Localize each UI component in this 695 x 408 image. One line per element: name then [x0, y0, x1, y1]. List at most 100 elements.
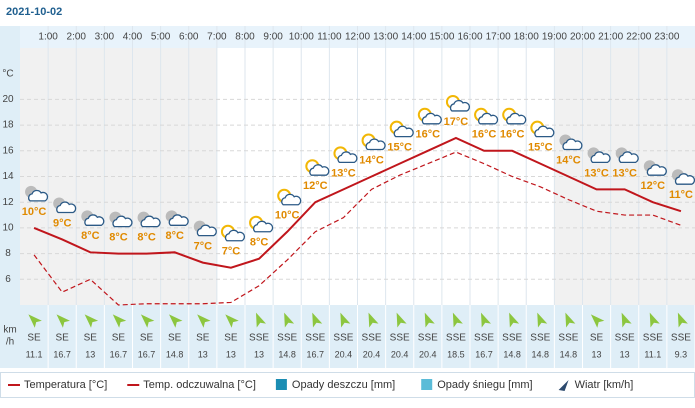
wind-arrow — [424, 312, 435, 328]
wind-direction: SSE — [615, 333, 635, 344]
wind-speed: 16.7 — [475, 349, 493, 359]
cloud — [506, 112, 527, 125]
hour-label: 16:00 — [457, 32, 482, 43]
hour-label: 4:00 — [123, 32, 143, 43]
wind-direction: SE — [27, 333, 41, 344]
wind-speed: 13 — [226, 349, 236, 359]
wind-arrow — [621, 312, 632, 328]
weather-icon — [277, 188, 302, 206]
wind-direction: SSE — [390, 333, 410, 344]
wind-arrow — [452, 312, 463, 328]
wind-speed: 14.8 — [503, 349, 521, 359]
legend-label: Temperatura [°C] — [24, 379, 107, 391]
wind-arrow — [28, 314, 42, 328]
wind-speed: 11.1 — [26, 349, 43, 359]
y-axis-label: °C — [2, 69, 13, 80]
temp-line — [33, 136, 682, 269]
hour-label: 11:00 — [317, 32, 342, 43]
temp-label: 13°C — [584, 167, 609, 179]
weather-icon — [361, 133, 386, 151]
cloud — [590, 151, 611, 163]
weather-icon — [220, 224, 246, 242]
hour-label: 18:00 — [514, 32, 539, 43]
weather-icon — [165, 210, 189, 226]
y-tick-label: 6 — [5, 274, 11, 285]
cloud — [562, 138, 583, 151]
weather-icon — [671, 169, 695, 185]
weather-icon — [559, 134, 583, 151]
wind-unit: km — [3, 325, 16, 336]
cloud — [393, 125, 414, 138]
wind-arrow — [649, 312, 660, 328]
wind-speed: 13 — [254, 349, 264, 359]
wind-arrow — [225, 314, 239, 328]
wind-unit: /h — [6, 337, 14, 348]
temp-label: 16°C — [416, 129, 441, 141]
legend-label: Temp. odczuwalna [°C] — [143, 379, 256, 391]
wind-arrow — [565, 312, 576, 328]
weather-icon — [587, 147, 611, 163]
wind-arrow — [169, 314, 183, 328]
legend-swatch — [275, 379, 287, 390]
hour-label: 21:00 — [598, 32, 623, 43]
weather-icon — [193, 220, 217, 237]
wind-speed: 18.5 — [447, 349, 465, 359]
legend-label: Opady śniegu [mm] — [437, 379, 532, 391]
weather-icon — [249, 215, 274, 233]
weather-icon — [137, 211, 161, 228]
wind-arrow — [140, 314, 155, 328]
wind-direction: SE — [224, 333, 238, 344]
y-tick-label: 16 — [2, 145, 14, 156]
hour-label: 20:00 — [570, 32, 595, 43]
weather-icon — [615, 147, 639, 163]
cloud — [337, 151, 358, 163]
temp-label: 13°C — [612, 167, 637, 179]
wind-arrow — [537, 312, 548, 328]
temp-label: 11°C — [669, 189, 693, 201]
wind-speed: 20.4 — [419, 349, 437, 359]
hour-label: 19:00 — [542, 32, 567, 43]
wind-speed: 16.7 — [110, 349, 128, 359]
y-tick-label: 8 — [5, 248, 11, 259]
left-strip — [0, 26, 20, 368]
wind-speed: 14.8 — [560, 349, 578, 359]
temp-label: 16°C — [500, 129, 525, 141]
temp-label: 12°C — [641, 180, 666, 192]
wind-speed: 9.3 — [675, 349, 688, 359]
temp-label: 7°C — [222, 246, 241, 258]
y-tick-label: 18 — [2, 120, 14, 131]
cloud — [646, 164, 667, 176]
wind-direction: SSE — [671, 333, 691, 344]
temp-label: 7°C — [194, 241, 213, 253]
cloud — [56, 201, 77, 214]
wind-arrow — [340, 312, 351, 328]
weather-icon — [643, 160, 667, 176]
legend-swatch — [421, 379, 433, 390]
temp-label: 13°C — [331, 167, 356, 179]
wind-direction: SSE — [643, 333, 663, 344]
wind-direction: SSE — [249, 333, 269, 344]
wind-speed: 13 — [620, 349, 630, 359]
weather-icon — [81, 210, 105, 226]
temp-line — [33, 151, 682, 306]
cloud — [28, 189, 49, 202]
wind-direction: SSE — [558, 333, 578, 344]
weather-icon — [53, 197, 77, 214]
cloud — [253, 220, 274, 233]
wind-speed: 20.4 — [391, 349, 409, 359]
cloud — [309, 164, 330, 176]
hour-label: 13:00 — [373, 32, 398, 43]
cloud — [168, 214, 189, 226]
wind-arrow — [56, 314, 70, 328]
temp-label: 14°C — [556, 154, 581, 166]
wind-direction: SE — [112, 333, 126, 344]
hour-label: 15:00 — [429, 32, 454, 43]
wind-speed: 16.7 — [53, 349, 71, 359]
temp-label: 8°C — [109, 232, 128, 244]
cloud — [534, 125, 555, 138]
temp-label: 10°C — [275, 210, 300, 222]
date-title: 2021-10-02 — [6, 6, 62, 18]
temp-label: 8°C — [137, 232, 156, 244]
hour-label: 10:00 — [289, 32, 314, 43]
weather-icon — [502, 107, 527, 125]
